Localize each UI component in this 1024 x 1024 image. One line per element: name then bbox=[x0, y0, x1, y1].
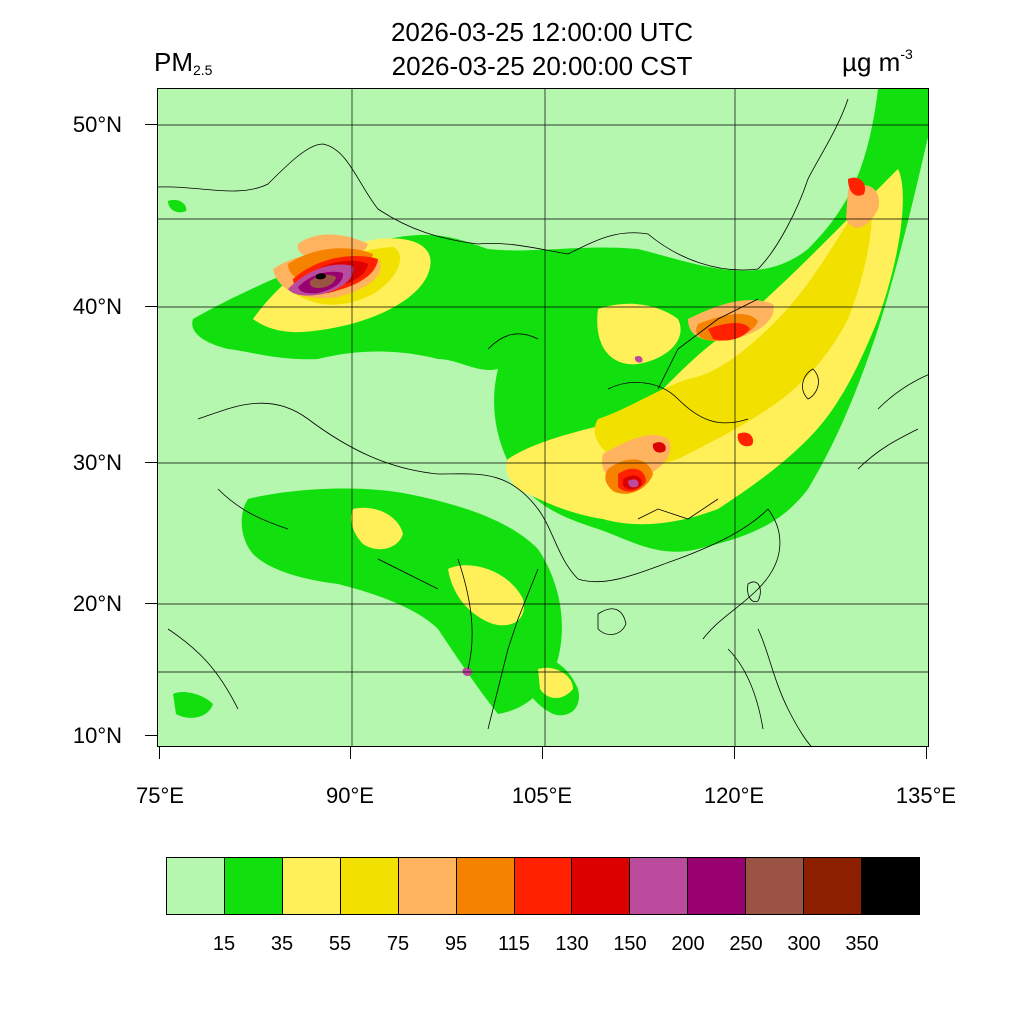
legend-swatch-gt350 bbox=[862, 858, 919, 914]
legend-swatch-115-130 bbox=[514, 858, 573, 914]
lat-tick-10 bbox=[145, 735, 157, 736]
legend-swatch-95-115 bbox=[456, 858, 515, 914]
lon-tick-120 bbox=[734, 747, 735, 759]
lat-label-40n: 40°N bbox=[72, 294, 122, 319]
lat-label-20n: 20°N bbox=[72, 591, 122, 616]
legend-swatch-130-150 bbox=[572, 858, 631, 914]
legend-swatch-200-250 bbox=[688, 858, 747, 914]
lat-tick-40 bbox=[145, 306, 157, 307]
lon-tick-90 bbox=[350, 747, 351, 759]
pm25-map bbox=[157, 88, 929, 747]
legend-colorbar bbox=[166, 857, 920, 915]
pm-band-350-plus bbox=[316, 273, 326, 280]
title-utc-time: 2026-03-25 12:00:00 UTC bbox=[390, 17, 694, 47]
variable-subscript: 2.5 bbox=[193, 62, 213, 78]
legend-swatch-55-75 bbox=[340, 858, 399, 914]
units-base: µg m bbox=[842, 47, 901, 77]
lon-label-120e: 120°E bbox=[703, 783, 765, 808]
legend-swatch-250-300 bbox=[746, 858, 805, 914]
legend-threshold-label: 130 bbox=[555, 933, 589, 955]
legend-threshold-label: 55 bbox=[328, 933, 352, 955]
lon-label-75e: 75°E bbox=[136, 783, 184, 808]
legend-swatch-75-95 bbox=[398, 858, 457, 914]
lat-label-30n: 30°N bbox=[72, 450, 122, 475]
legend-threshold-label: 200 bbox=[671, 933, 705, 955]
title-cst-time: 2026-03-25 20:00:00 CST bbox=[391, 51, 693, 81]
lat-tick-30 bbox=[145, 462, 157, 463]
legend-swatch-300-350 bbox=[804, 858, 863, 914]
pm25-map-canvas bbox=[158, 89, 928, 746]
lon-label-105e: 105°E bbox=[511, 783, 573, 808]
lon-tick-105 bbox=[542, 747, 543, 759]
legend-threshold-label: 15 bbox=[212, 933, 236, 955]
legend-threshold-label: 300 bbox=[787, 933, 821, 955]
units-label: µg m-3 bbox=[842, 46, 913, 81]
legend-swatch-35-55 bbox=[282, 858, 341, 914]
lon-label-90e: 90°E bbox=[326, 783, 374, 808]
map-boundaries bbox=[158, 98, 928, 746]
lon-tick-135 bbox=[926, 747, 927, 759]
legend-threshold-label: 115 bbox=[498, 933, 530, 955]
legend-swatch-150-200 bbox=[630, 858, 689, 914]
legend-threshold-label: 350 bbox=[845, 933, 879, 955]
lat-tick-50 bbox=[145, 124, 157, 125]
legend-threshold-label: 35 bbox=[270, 933, 294, 955]
legend-threshold-label: 150 bbox=[613, 933, 647, 955]
legend-threshold-label: 250 bbox=[729, 933, 763, 955]
legend-threshold-label: 95 bbox=[444, 933, 468, 955]
variable-name: PM bbox=[154, 47, 193, 77]
lat-label-50n: 50°N bbox=[72, 112, 122, 137]
legend-swatch-lt15 bbox=[167, 858, 225, 914]
legend-threshold-label: 75 bbox=[386, 933, 410, 955]
map-gridlines bbox=[158, 89, 928, 746]
legend-swatch-15-35 bbox=[224, 858, 283, 914]
lat-tick-20 bbox=[145, 603, 157, 604]
lon-tick-75 bbox=[159, 747, 160, 759]
units-superscript: -3 bbox=[900, 46, 913, 62]
lon-label-135e: 135°E bbox=[895, 783, 957, 808]
lat-label-10n: 10°N bbox=[72, 723, 122, 748]
variable-label: PM2.5 bbox=[154, 47, 212, 81]
